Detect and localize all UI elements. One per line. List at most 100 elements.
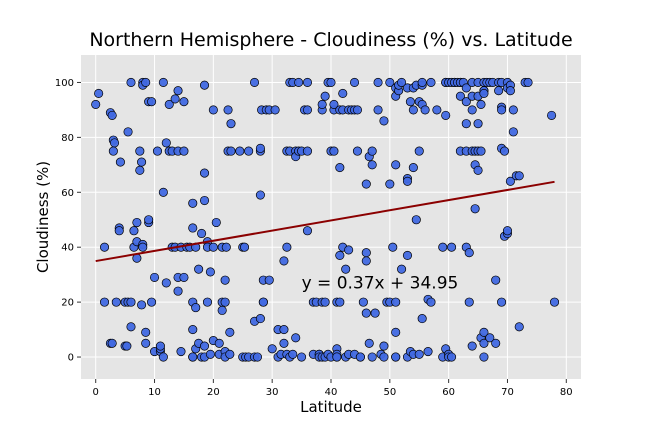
data-point — [364, 338, 374, 348]
data-point — [191, 303, 201, 313]
x-axis-label: Latitude — [300, 398, 362, 416]
data-point — [479, 88, 489, 98]
data-point — [194, 264, 204, 274]
data-point — [491, 275, 501, 285]
x-tick-label: 30 — [266, 387, 279, 398]
data-point — [149, 272, 160, 282]
data-point — [255, 314, 265, 324]
data-point — [161, 278, 171, 288]
data-point — [367, 160, 377, 170]
data-point — [267, 344, 277, 354]
data-point — [279, 256, 289, 266]
data-point — [264, 275, 274, 285]
data-point — [217, 305, 227, 315]
data-point — [329, 99, 339, 109]
data-point — [476, 146, 486, 156]
data-point — [461, 83, 471, 93]
data-point — [147, 97, 157, 107]
data-point — [239, 242, 250, 252]
x-tick-label: 0 — [93, 387, 99, 398]
data-point — [297, 352, 307, 362]
data-point — [126, 77, 136, 88]
data-point — [332, 352, 342, 362]
data-point — [126, 322, 136, 332]
data-point — [397, 77, 407, 88]
y-tick-label: 0 — [68, 353, 74, 364]
data-point — [379, 341, 389, 351]
data-point — [441, 110, 451, 120]
data-point — [173, 286, 183, 296]
data-point — [226, 119, 236, 129]
data-point — [447, 352, 457, 362]
data-point — [225, 327, 235, 337]
data-point — [438, 242, 448, 252]
data-point — [205, 267, 215, 277]
data-point — [502, 226, 513, 236]
x-tick-label: 60 — [442, 387, 455, 398]
data-point — [205, 349, 215, 359]
data-point — [141, 77, 151, 88]
data-point — [108, 146, 118, 156]
data-point — [188, 198, 198, 208]
data-point — [408, 163, 418, 173]
data-point — [99, 242, 110, 252]
data-point — [115, 157, 125, 167]
data-point — [147, 297, 157, 307]
data-point — [320, 91, 330, 101]
y-tick-label: 100 — [55, 78, 74, 89]
data-point — [173, 86, 183, 96]
data-point — [479, 352, 489, 362]
y-tick-label: 80 — [61, 133, 74, 144]
data-point — [199, 341, 210, 351]
data-point — [114, 226, 124, 236]
data-point — [164, 99, 174, 109]
data-point — [137, 157, 147, 167]
data-point — [91, 99, 101, 109]
data-point — [367, 352, 377, 362]
data-point — [547, 110, 557, 120]
data-point — [107, 110, 117, 120]
data-point — [508, 127, 518, 137]
data-point — [367, 146, 377, 156]
data-point — [373, 105, 383, 115]
data-point — [514, 322, 524, 332]
data-point — [94, 88, 104, 98]
x-tick-label: 50 — [383, 387, 396, 398]
data-point — [135, 165, 145, 175]
data-point — [170, 94, 180, 104]
data-point — [208, 242, 218, 252]
data-point — [122, 341, 132, 351]
data-point — [417, 314, 427, 324]
data-point — [255, 190, 265, 200]
data-point — [141, 338, 151, 348]
data-point — [107, 338, 117, 348]
data-point — [361, 179, 371, 189]
data-point — [317, 99, 327, 109]
data-point — [270, 105, 280, 115]
data-point — [158, 77, 168, 88]
data-point — [279, 325, 289, 335]
data-point — [129, 226, 139, 236]
data-point — [411, 215, 421, 225]
data-point — [473, 119, 483, 129]
data-point — [461, 119, 471, 129]
data-point — [225, 349, 235, 359]
data-point — [137, 300, 147, 310]
data-point — [335, 163, 345, 173]
data-point — [335, 250, 345, 260]
data-point — [414, 146, 424, 156]
data-point — [461, 97, 471, 107]
chart-title: Northern Hemisphere - Cloudiness (%) vs.… — [89, 29, 572, 51]
data-point — [508, 105, 518, 115]
data-point — [179, 97, 189, 107]
data-point — [479, 327, 489, 337]
data-point — [355, 352, 365, 362]
data-point — [302, 226, 313, 236]
data-point — [499, 146, 510, 156]
data-point — [188, 352, 198, 362]
data-point — [221, 242, 231, 252]
data-point — [138, 242, 148, 252]
data-point — [467, 105, 477, 115]
